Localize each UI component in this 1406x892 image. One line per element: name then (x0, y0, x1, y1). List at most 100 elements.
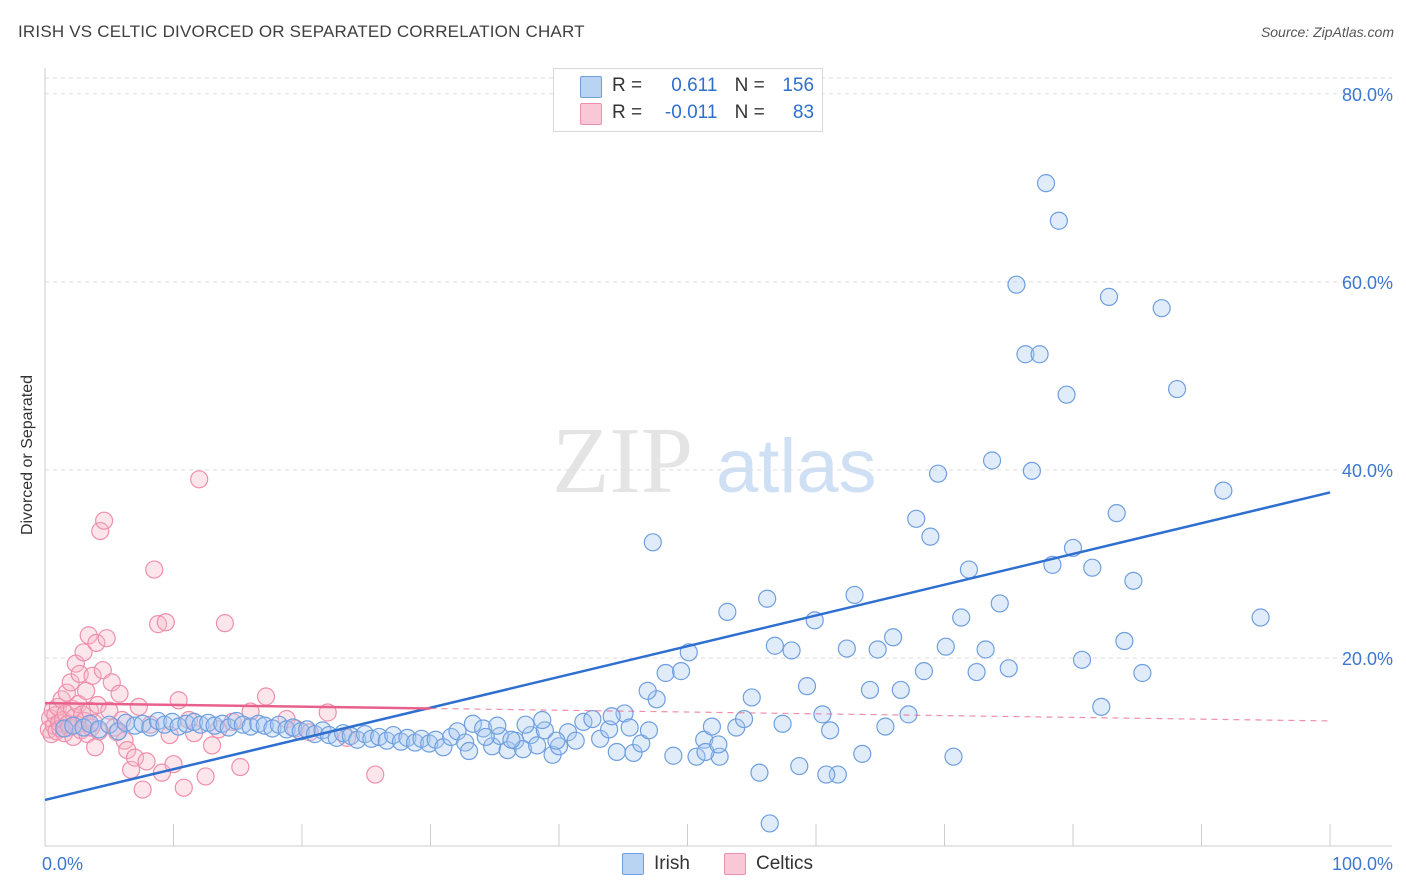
irish-point (1049, 211, 1068, 230)
irish-point (80, 714, 100, 733)
celtics-point (366, 765, 385, 784)
irish-r-label: R = (612, 75, 643, 96)
celtics-trend-line-dashed (430, 707, 1331, 722)
celtics-point (100, 701, 119, 720)
y-tick-label-1: 40.0% (1342, 461, 1393, 481)
celtics-n-label: N = (734, 102, 765, 123)
celtics-n-value: 83 (792, 102, 815, 123)
irish-point (1115, 631, 1134, 651)
bottom-irish-label: Irish (654, 853, 690, 874)
irish-point (459, 741, 479, 761)
x-tick-label-0: 0.0% (42, 854, 83, 874)
celtics-point (95, 511, 114, 530)
y-tick-label-0: 20.0% (1342, 649, 1393, 669)
irish-point (982, 451, 1002, 470)
irish-point (1214, 481, 1233, 500)
celtics-point (118, 740, 137, 760)
irish-point (1007, 275, 1026, 294)
irish-point (821, 721, 840, 740)
irish-point (1107, 504, 1126, 523)
irish-point (1124, 571, 1143, 590)
celtics-point (74, 643, 93, 662)
celtics-point (137, 752, 156, 771)
celtics-swatch (580, 103, 602, 125)
irish-point (535, 721, 554, 740)
irish-point (837, 639, 856, 658)
celtics-point (196, 767, 215, 786)
celtics-point (145, 560, 164, 579)
irish-point (1099, 287, 1119, 306)
irish-point (790, 756, 809, 776)
celtics-point (133, 780, 152, 799)
irish-point (860, 680, 880, 700)
trend-lines (44, 491, 1331, 802)
irish-point (1152, 299, 1171, 318)
celtics-point (231, 757, 250, 777)
irish-point (967, 662, 986, 682)
irish-n-value: 156 (782, 75, 815, 96)
irish-point (1016, 345, 1035, 364)
irish-point (944, 747, 963, 766)
irish-point (687, 747, 706, 766)
irish-point (639, 721, 659, 740)
irish-point (952, 608, 971, 627)
irish-point (734, 709, 754, 729)
irish-point (624, 743, 643, 763)
irish-point (547, 731, 566, 750)
irish-point (1133, 663, 1152, 683)
irish-point (664, 746, 683, 765)
irish-point (742, 688, 761, 707)
irish-trend-line (44, 491, 1331, 802)
chart-title: IRISH VS CELTIC DIVORCED OR SEPARATED CO… (18, 22, 585, 41)
bottom-celtics-swatch (724, 853, 746, 875)
irish-point (620, 718, 639, 737)
irish-swatch (580, 76, 602, 98)
irish-point (921, 527, 940, 546)
celtics-point (190, 470, 209, 489)
celtics-point (202, 736, 222, 755)
irish-point (868, 640, 887, 659)
celtics-point (91, 521, 110, 541)
celtics-point (77, 681, 96, 700)
irish-point (456, 733, 475, 752)
irish-point (528, 736, 547, 755)
irish-point (1030, 345, 1049, 364)
irish-point (656, 663, 675, 683)
irish-point (797, 677, 817, 696)
irish-point (928, 464, 948, 483)
irish-point (853, 744, 872, 763)
irish-point (1036, 174, 1056, 193)
celtics-point (125, 748, 145, 767)
irish-point (990, 594, 1009, 613)
irish-point (426, 730, 445, 749)
irish-point (1251, 608, 1270, 627)
grid-lines (45, 77, 1392, 659)
irish-point (718, 602, 737, 621)
celtics-point (256, 687, 276, 706)
celtics-point (87, 633, 106, 653)
bottom-celtics-label: Celtics (756, 853, 814, 874)
irish-point (607, 742, 626, 762)
irish-point (999, 659, 1018, 678)
irish-n-label: N = (734, 75, 765, 96)
irish-point (876, 717, 895, 736)
irish-point (498, 740, 517, 760)
irish-point (566, 731, 585, 750)
celtics-point (83, 666, 102, 685)
irish-point (671, 662, 691, 681)
irish-point (765, 636, 784, 655)
watermark: ZIP atlas (552, 409, 877, 513)
celtics-r-label: R = (612, 102, 643, 123)
irish-point (782, 641, 801, 660)
source-label: Source: ZipAtlas.com (1260, 24, 1394, 40)
irish-point (914, 662, 934, 681)
irish-point (516, 715, 535, 734)
celtics-point (97, 629, 116, 648)
irish-point (883, 628, 903, 647)
celtics-point (129, 697, 148, 716)
irish-point (602, 707, 621, 726)
bottom-irish-swatch (622, 853, 644, 875)
irish-r-value: 0.611 (671, 75, 718, 96)
y-tick-label-2: 60.0% (1342, 273, 1393, 293)
celtics-point (79, 626, 98, 645)
